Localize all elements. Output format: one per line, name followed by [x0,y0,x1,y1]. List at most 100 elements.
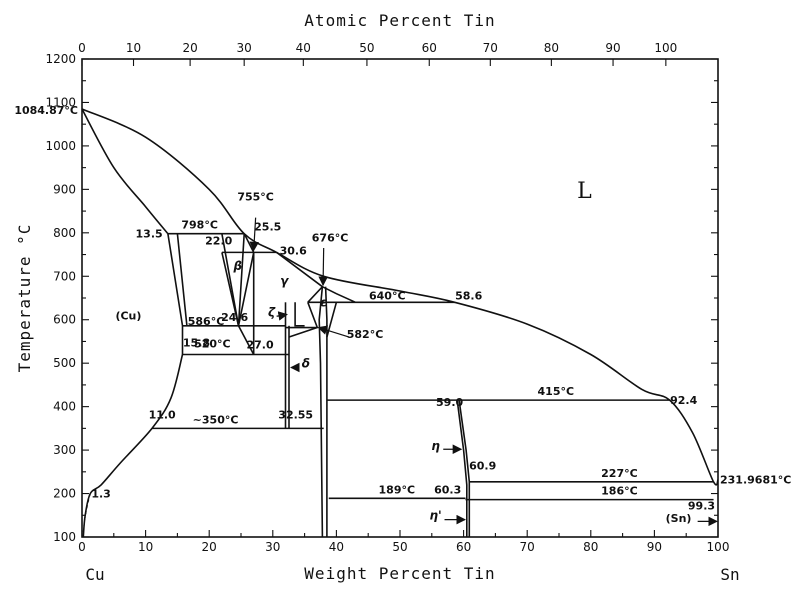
x-tick-label: 30 [265,540,280,554]
label-25-5: 25.5 [254,221,281,234]
x-tick-label: 100 [707,540,730,554]
label-92-4: 92.4 [670,394,697,407]
label-24-6: 24.6 [221,311,248,324]
epsilon-right-curve [326,302,338,338]
phase-delta: δ [302,357,310,371]
top-axis-title: Atomic Percent Tin [304,11,495,30]
gamma-upper [276,251,323,288]
cu-solvus-curve [82,354,184,538]
y-tick-label: 200 [53,487,76,501]
label-415: 415°C [538,385,575,398]
top-tick-label: 80 [544,41,559,55]
top-tick-label: 20 [182,41,197,55]
label-520: 520°C [194,337,231,350]
zeta-region [294,302,305,327]
label-755: 755°C [237,190,274,203]
y-tick-label: 600 [53,313,76,327]
y-tick-label: 300 [53,443,76,457]
label-30-6: 30.6 [280,244,307,257]
x-tick-label: 70 [520,540,535,554]
label-99-3: 99.3 [688,500,715,513]
top-tick-label: 100 [654,41,677,55]
cu-solvus-dashed [82,493,91,533]
arrow-676 [318,248,328,287]
phase-cu: (Cu) [115,310,141,323]
y-axis-title: Temperature °C [15,224,34,373]
arrow-zeta [276,311,288,321]
y-tick-label: 1100 [45,95,76,109]
label-676: 676°C [312,232,349,245]
x-tick-label: 0 [78,540,86,554]
label-350: ~350°C [193,413,239,426]
label-798: 798°C [181,219,218,232]
top-tick-label: 10 [126,41,141,55]
label-189: 189°C [379,483,416,496]
cu-solidus-curve [81,108,169,235]
arrow-582 [317,325,350,338]
beta-inner-left [221,252,240,326]
beta-left-boundary [176,233,188,326]
epsilon-right [324,286,328,537]
y-tick-label: 700 [53,269,76,283]
label-640: 640°C [369,289,406,302]
x-tick-label: 60 [456,540,471,554]
phase-eta-prime: η' [430,509,442,523]
label-32-55: 32.55 [278,408,313,421]
top-tick-label: 70 [483,41,498,55]
top-tick-label: 50 [359,41,374,55]
phase-gamma: γ [280,274,289,288]
label-60-9: 60.9 [469,460,496,473]
label-586: 586°C [188,315,225,328]
eta-left [456,399,468,537]
epsilon-left [318,286,324,538]
label-cu-melt: 1084.87°C [14,104,78,117]
epsilon-top [307,285,356,304]
cu-boundary-upper [167,233,184,355]
gamma-eutectoid [237,325,255,355]
eta-right [458,399,471,537]
y-tick-label: 800 [53,226,76,240]
label-59-0: 59.0 [436,396,463,409]
x-tick-label: 90 [647,540,662,554]
top-tick-label: 60 [422,41,437,55]
label-186: 186°C [601,485,638,498]
element-left: Cu [85,565,104,584]
label-27-0: 27.0 [247,338,274,351]
phase-epsilon: ε [320,296,327,310]
phase-sn: (Sn) [666,512,692,525]
y-tick-label: 100 [53,530,76,544]
label-15-8: 15.8 [183,336,210,349]
label-582: 582°C [347,328,384,341]
label-227: 227°C [601,467,638,480]
x-tick-label: 10 [138,540,153,554]
top-tick-label: 90 [605,41,620,55]
phase-eta: η [431,439,440,453]
label-58-6: 58.6 [455,289,482,302]
zeta-lower [288,302,319,338]
phase-beta: β [233,259,243,273]
label-22-0: 22.0 [205,235,232,248]
label-11-0: 11.0 [149,408,176,421]
element-right: Sn [720,565,739,584]
y-tick-label: 500 [53,356,76,370]
label-13-5: 13.5 [136,228,163,241]
phase-liquid: L [577,179,592,204]
top-tick-label: 40 [296,41,311,55]
label-sn-melt: 231.9681°C [720,474,791,487]
label-1-3: 1.3 [91,488,111,501]
arrow-755 [249,217,260,252]
top-tick-label: 30 [237,41,252,55]
y-tick-label: 1000 [45,139,76,153]
y-tick-label: 400 [53,400,76,414]
top-tick-label: 0 [78,41,86,55]
y-tick-label: 900 [53,182,76,196]
x-tick-label: 40 [329,540,344,554]
x-tick-label: 80 [583,540,598,554]
bottom-axis-title: Weight Percent Tin [304,564,495,583]
x-tick-label: 20 [202,540,217,554]
label-60-3: 60.3 [434,483,461,496]
y-tick-label: 1200 [45,52,76,66]
x-tick-label: 50 [392,540,407,554]
phase-zeta: ζ [268,305,276,319]
